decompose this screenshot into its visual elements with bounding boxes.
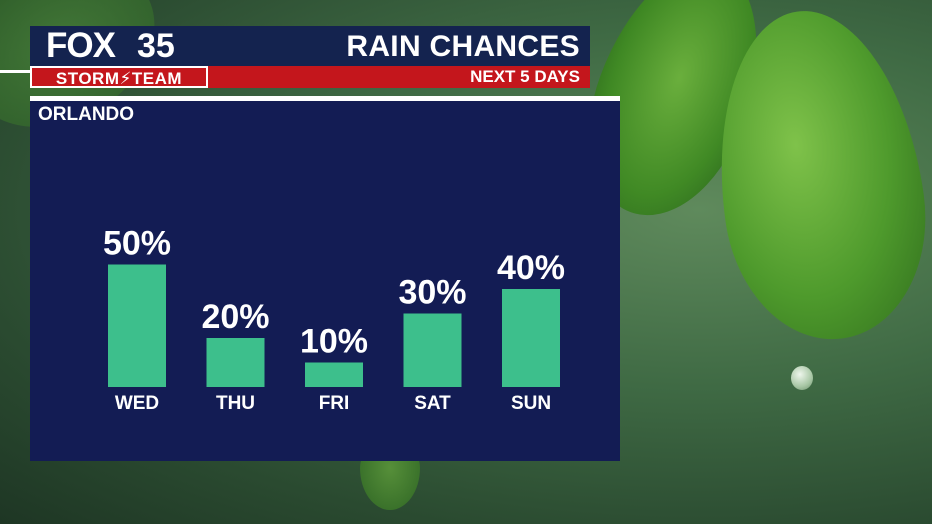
bar-thu [206,338,265,387]
day-label-sun: SUN [511,393,551,414]
bar-sat [403,313,462,387]
header-accent-line [0,70,30,73]
bar-wed [108,264,166,387]
title-bar: RAIN CHANCES [208,26,590,66]
day-label-thu: THU [216,393,255,414]
value-label-thu: 20% [201,298,269,336]
subtitle-bar: NEXT 5 DAYS [208,66,590,88]
rain-chance-chart: 50% WED 20% THU 10% FRI 30% SAT 40% SUN [103,225,565,415]
bar-sun [502,289,560,387]
location-label: ORLANDO [38,104,135,125]
value-label-sun: 40% [497,249,565,287]
value-label-sat: 30% [398,274,466,312]
day-label-sat: SAT [414,393,451,414]
day-label-wed: WED [115,393,159,414]
station-logo-box [30,26,208,66]
station-logo-text: FOX [46,26,116,65]
water-drop [791,366,813,390]
graphic-subtitle: NEXT 5 DAYS [470,67,580,86]
channel-number: 35 [137,27,175,65]
bar-fri [305,362,363,387]
graphic-title: RAIN CHANCES [346,30,580,63]
value-label-fri: 10% [300,323,368,361]
value-label-wed: 50% [103,225,171,263]
day-label-fri: FRI [319,393,350,414]
storm-team-label: STORM⚡TEAM [30,66,208,88]
